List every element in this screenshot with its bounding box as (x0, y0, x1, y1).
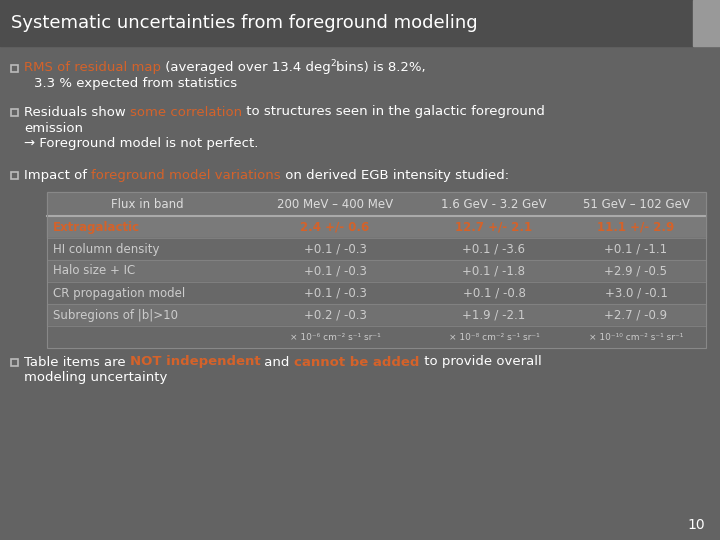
Text: +0.1 / -1.8: +0.1 / -1.8 (462, 265, 526, 278)
Text: → Foreground model is not perfect.: → Foreground model is not perfect. (24, 138, 258, 151)
Text: HI column density: HI column density (53, 242, 160, 255)
Text: +0.1 / -0.3: +0.1 / -0.3 (304, 287, 366, 300)
Bar (11, 64, 18, 71)
Text: 2: 2 (330, 58, 336, 68)
Text: 51 GeV – 102 GeV: 51 GeV – 102 GeV (582, 198, 690, 211)
Text: +1.9 / -2.1: +1.9 / -2.1 (462, 308, 526, 321)
Text: Subregions of |b|>10: Subregions of |b|>10 (53, 308, 178, 321)
Bar (47, 216, 706, 238)
Text: 1.6 GeV - 3.2 GeV: 1.6 GeV - 3.2 GeV (441, 198, 546, 211)
Bar (11, 359, 18, 366)
Text: +3.0 / -0.1: +3.0 / -0.1 (605, 287, 667, 300)
Text: 200 MeV – 400 MeV: 200 MeV – 400 MeV (277, 198, 393, 211)
Text: +2.7 / -0.9: +2.7 / -0.9 (604, 308, 667, 321)
Text: (averaged over 13.4 deg: (averaged over 13.4 deg (161, 62, 330, 75)
Bar (47, 282, 706, 304)
Bar (47, 192, 706, 348)
Text: 2.4 +/- 0.6: 2.4 +/- 0.6 (300, 220, 369, 233)
Text: +0.1 / -3.6: +0.1 / -3.6 (462, 242, 526, 255)
Text: Residuals show: Residuals show (24, 105, 130, 118)
Text: Systematic uncertainties from foreground modeling: Systematic uncertainties from foreground… (11, 14, 477, 32)
Text: +0.1 / -0.3: +0.1 / -0.3 (304, 242, 366, 255)
Text: and: and (261, 355, 294, 368)
Text: +2.9 / -0.5: +2.9 / -0.5 (605, 265, 667, 278)
Text: 10: 10 (688, 518, 705, 532)
Text: +0.1 / -0.3: +0.1 / -0.3 (304, 265, 366, 278)
Text: cannot be added: cannot be added (294, 355, 420, 368)
Text: +0.1 / -1.1: +0.1 / -1.1 (604, 242, 667, 255)
Text: +0.2 / -0.3: +0.2 / -0.3 (304, 308, 366, 321)
Bar (11, 109, 18, 116)
Text: × 10⁻⁸ cm⁻² s⁻¹ sr⁻¹: × 10⁻⁸ cm⁻² s⁻¹ sr⁻¹ (449, 333, 539, 341)
Text: RMS of residual map: RMS of residual map (24, 62, 161, 75)
Text: 3.3 % expected from statistics: 3.3 % expected from statistics (34, 78, 237, 91)
Text: foreground model variations: foreground model variations (91, 168, 281, 181)
Bar (47, 260, 706, 282)
Text: some correlation: some correlation (130, 105, 242, 118)
Text: to provide overall: to provide overall (420, 355, 541, 368)
Text: 11.1 +/- 2.9: 11.1 +/- 2.9 (598, 220, 675, 233)
Text: × 10⁻⁶ cm⁻² s⁻¹ sr⁻¹: × 10⁻⁶ cm⁻² s⁻¹ sr⁻¹ (289, 333, 380, 341)
Text: modeling uncertainty: modeling uncertainty (24, 372, 167, 384)
Text: bins) is 8.2%,: bins) is 8.2%, (336, 62, 426, 75)
Bar (47, 192, 706, 216)
Text: Halo size + IC: Halo size + IC (53, 265, 135, 278)
Bar (693, 0, 720, 46)
Text: × 10⁻¹⁰ cm⁻² s⁻¹ sr⁻¹: × 10⁻¹⁰ cm⁻² s⁻¹ sr⁻¹ (589, 333, 683, 341)
Text: +0.1 / -0.8: +0.1 / -0.8 (462, 287, 526, 300)
Bar (11, 172, 18, 179)
Text: NOT independent: NOT independent (130, 355, 261, 368)
Text: Table items are: Table items are (24, 355, 130, 368)
Text: to structures seen in the galactic foreground: to structures seen in the galactic foreg… (242, 105, 545, 118)
Text: Extragalactic: Extragalactic (53, 220, 140, 233)
Text: on derived EGB intensity studied:: on derived EGB intensity studied: (281, 168, 509, 181)
Text: 12.7 +/- 2.1: 12.7 +/- 2.1 (456, 220, 533, 233)
Bar (0, 0, 693, 46)
Text: Flux in band: Flux in band (111, 198, 184, 211)
Bar (47, 304, 706, 326)
Text: Impact of: Impact of (24, 168, 91, 181)
Text: CR propagation model: CR propagation model (53, 287, 185, 300)
Text: emission: emission (24, 122, 83, 134)
Bar (47, 326, 706, 348)
Bar (47, 238, 706, 260)
